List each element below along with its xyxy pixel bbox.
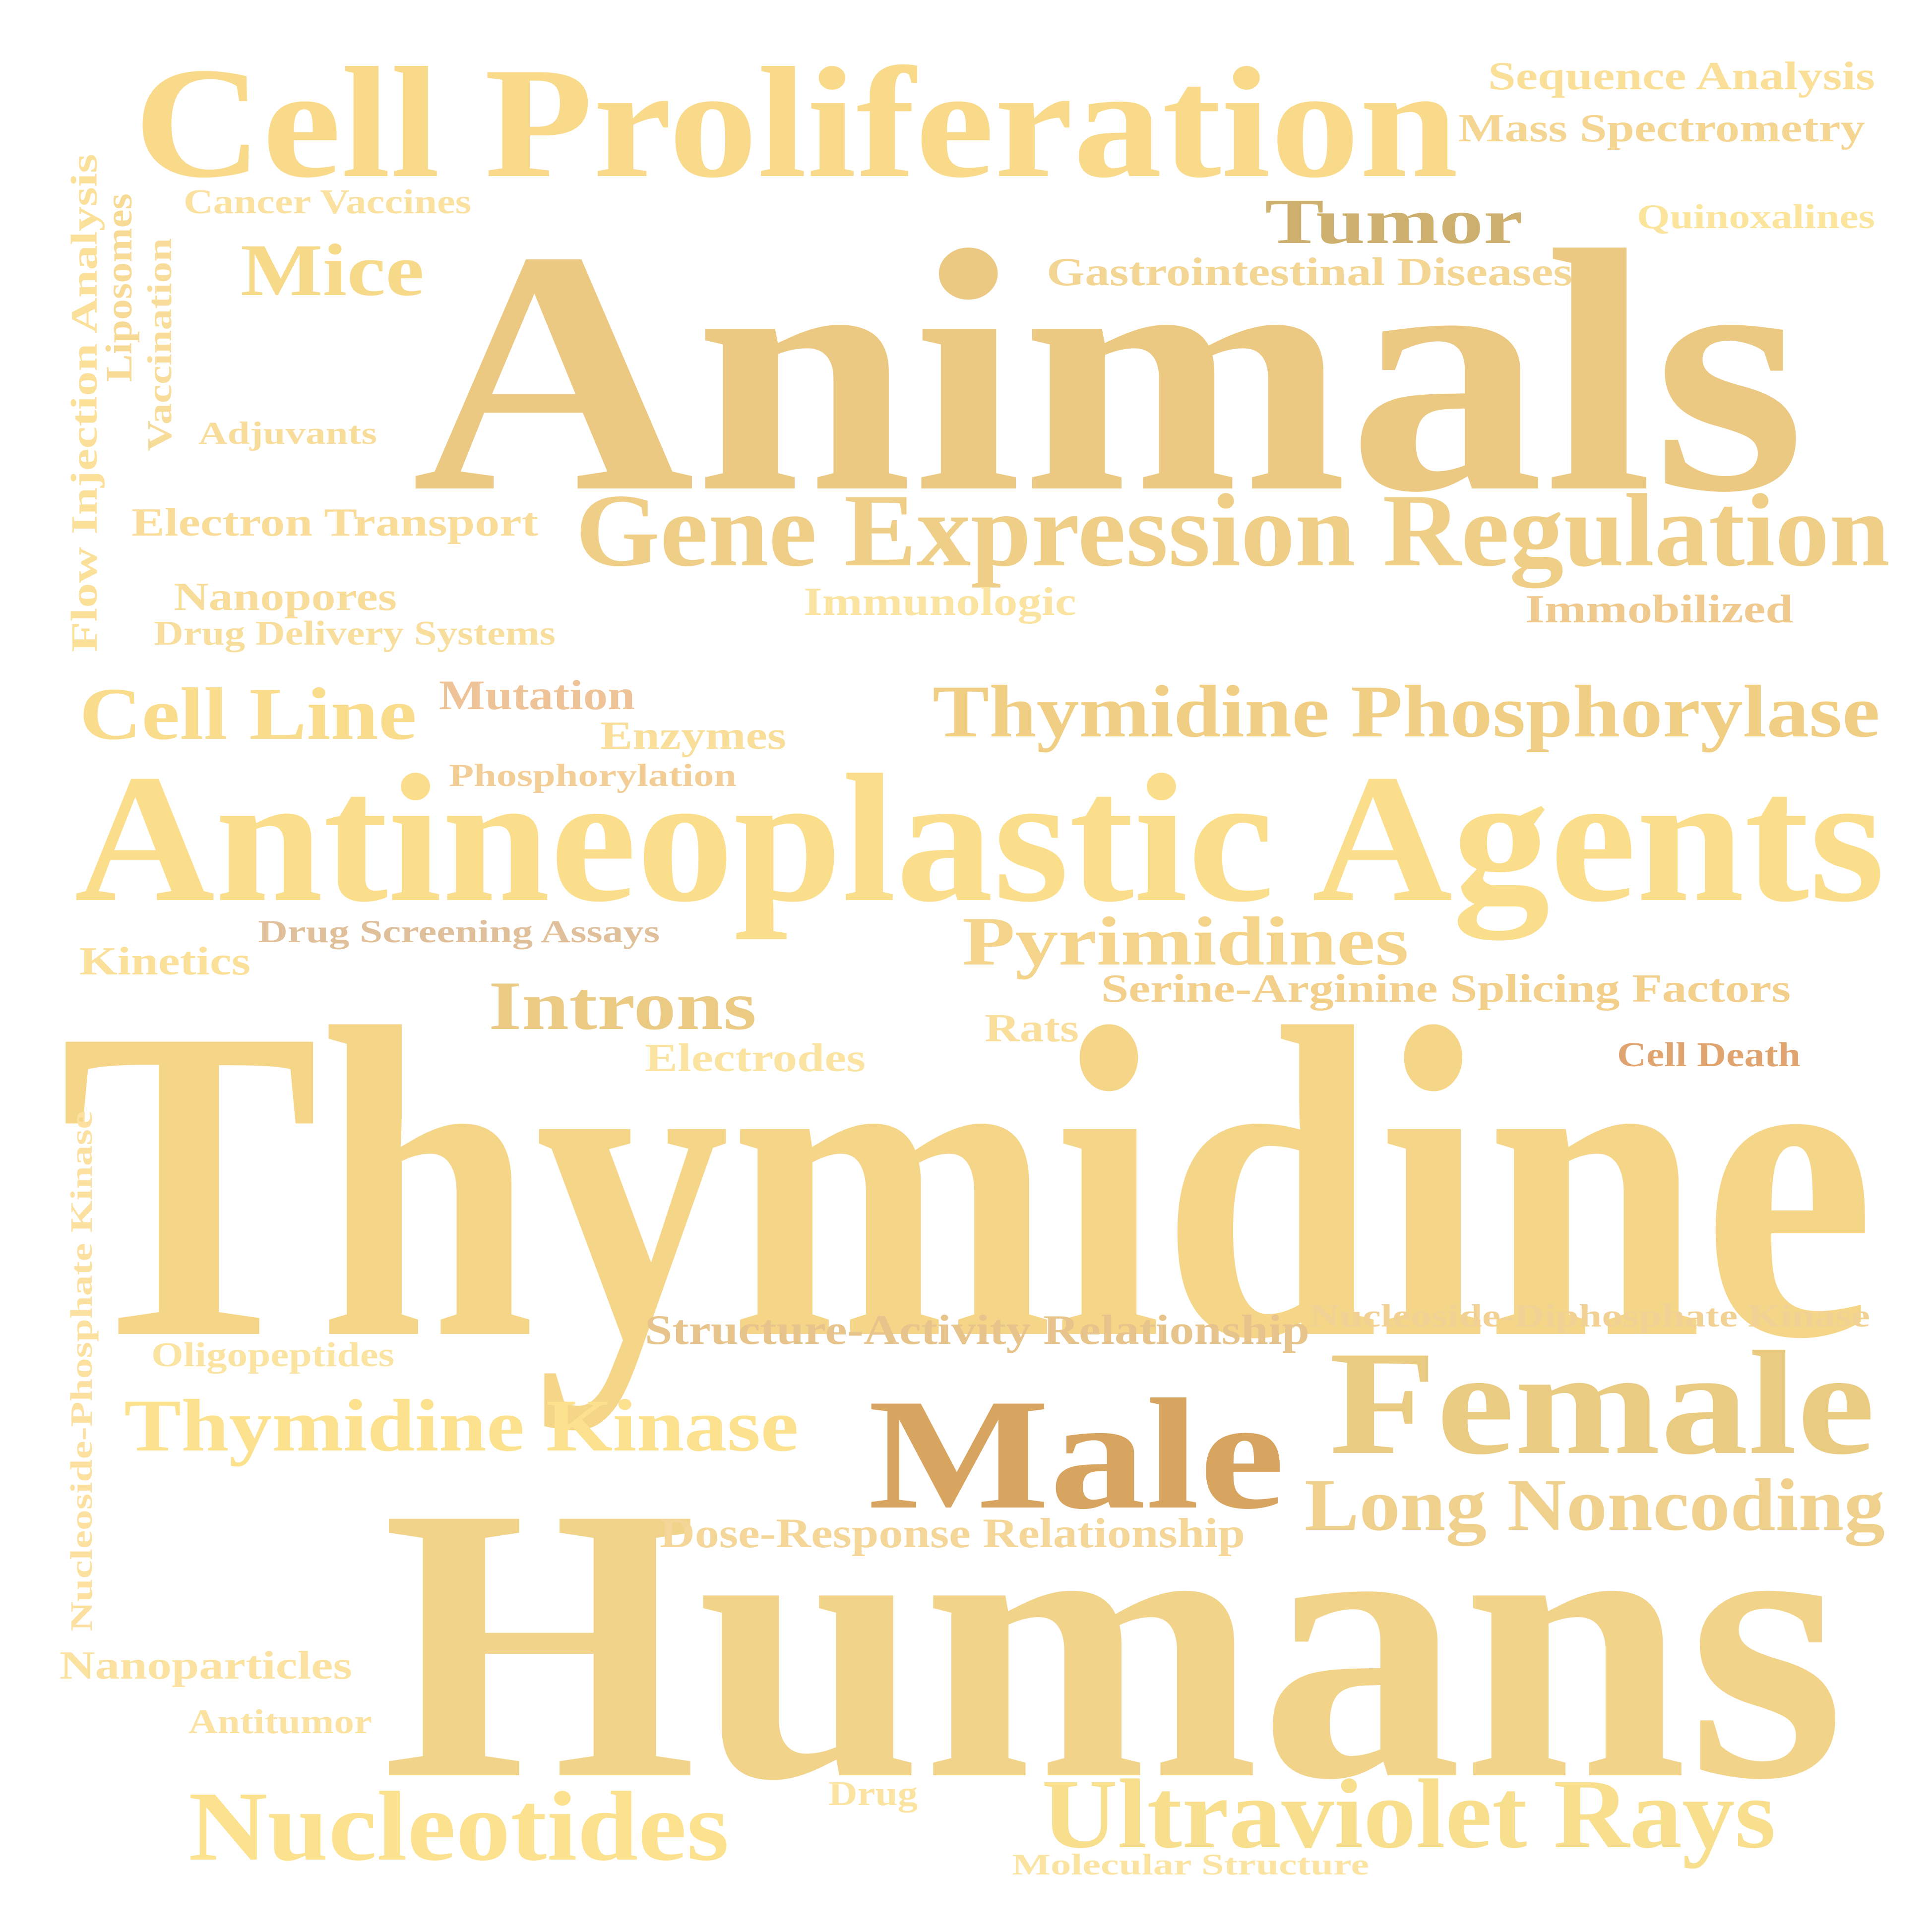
word-cell-line: Cell Line: [79, 673, 417, 755]
word-molecular-structure: Molecular Structure: [1012, 1848, 1369, 1881]
word-immobilized: Immobilized: [1525, 588, 1793, 631]
word-oligopeptides: Oligopeptides: [151, 1336, 394, 1374]
word-kinetics: Kinetics: [79, 940, 250, 983]
word-animals: Animals: [412, 180, 1806, 564]
word-adjuvants: Adjuvants: [198, 416, 377, 451]
word-flow-injection-analysis: Flow Injection Analysis: [64, 154, 105, 652]
word-gastrointestinal-diseases: Gastrointestinal Diseases: [1047, 250, 1572, 294]
word-vaccination: Vaccination: [141, 238, 179, 451]
word-antitumor: Antitumor: [188, 1703, 372, 1741]
word-cancer-vaccines: Cancer Vaccines: [184, 183, 471, 221]
word-electrodes: Electrodes: [645, 1036, 866, 1080]
word-drug-delivery-systems: Drug Delivery Systems: [154, 614, 556, 653]
word-structure-activity-relationship: Structure-Activity Relationship: [645, 1307, 1309, 1353]
word-cloud-words: ThymidineHumans Animals Antineoplastic Age…: [60, 35, 1890, 1881]
word-pyrimidines: Pyrimidines: [962, 903, 1409, 980]
word-female: Female: [1329, 1321, 1875, 1485]
word-cell-death: Cell Death: [1617, 1036, 1801, 1074]
word-nanopores: Nanopores: [174, 575, 397, 619]
word-mice: Mice: [241, 229, 424, 311]
word-liposomes: Liposomes: [99, 193, 140, 382]
word-nucleoside-phosphate-kinase: Nucleoside-Phosphate Kinase: [65, 1111, 99, 1631]
word-rats: Rats: [985, 1007, 1079, 1050]
word-thymidine: Thymidine: [60, 936, 1875, 1432]
word-phosphorylation: Phosphorylation: [449, 758, 737, 793]
word-drug: Drug: [828, 1775, 918, 1813]
word-quinoxalines: Quinoxalines: [1637, 198, 1875, 236]
word-dose-response-relationship: Dose-Response Relationship: [660, 1510, 1245, 1557]
word-nanoparticles: Nanoparticles: [60, 1644, 352, 1688]
word-antineoplastic-agents: Antineoplastic Agents: [74, 737, 1885, 943]
word-thymidine-kinase: Thymidine Kinase: [124, 1385, 799, 1467]
word-cell-proliferation: Cell Proliferation: [134, 35, 1458, 211]
word-nucleoside-diphosphate-kinase: Nucleoside-Diphosphate Kinase: [1309, 1298, 1870, 1334]
word-gene-expression-regulation: Gene Expression Regulation: [575, 473, 1890, 588]
word-male: Male: [868, 1367, 1285, 1542]
word-mass-spectrometry: Mass Spectrometry: [1458, 107, 1865, 150]
word-enzymes: Enzymes: [600, 714, 786, 758]
word-sequence-analysis: Sequence Analysis: [1488, 55, 1875, 98]
word-long-noncoding: Long Noncoding: [1305, 1464, 1885, 1546]
word-serine-arginine-splicing-factors: Serine-Arginine Splicing Factors: [1101, 967, 1791, 1011]
word-immunologic: Immunologic: [804, 580, 1076, 624]
word-introns: Introns: [489, 967, 756, 1044]
word-drug-screening-assays: Drug Screening Assays: [258, 914, 660, 950]
word-tumor: Tumor: [1265, 186, 1523, 257]
word-mutation: Mutation: [439, 672, 635, 719]
word-ultraviolet-rays: Ultraviolet Rays: [1042, 1759, 1776, 1869]
word-humans: Humans: [382, 1426, 1845, 1860]
word-nucleotides: Nucleotides: [188, 1772, 729, 1881]
word-electron-transport: Electron Transport: [131, 501, 538, 544]
word-thymidine-phosphorylase: Thymidine Phosphorylase: [933, 670, 1880, 753]
